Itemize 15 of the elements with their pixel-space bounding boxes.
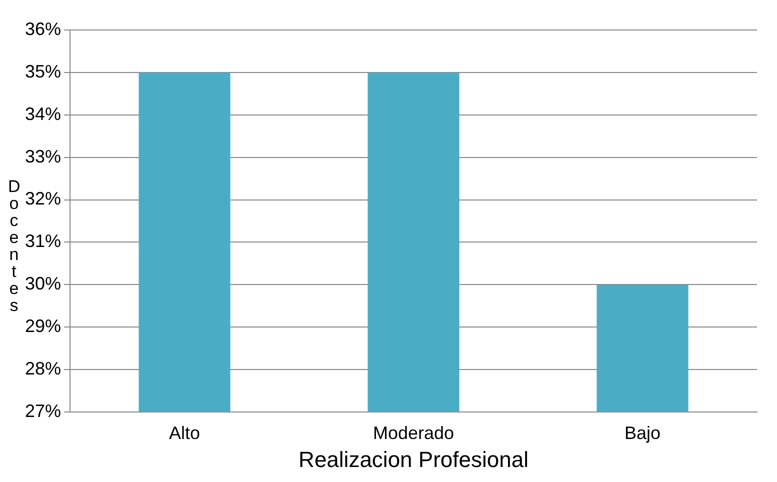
x-tick-label: Alto [169, 422, 200, 443]
x-tick-label: Moderado [372, 422, 454, 443]
x-tick-label: Bajo [624, 422, 661, 443]
y-tick-label: 35% [24, 61, 62, 82]
y-tick-label: 32% [24, 188, 62, 209]
y-tick-label: 30% [24, 274, 62, 294]
y-tick-label: 27% [24, 400, 62, 421]
y-tick-label: 28% [24, 358, 62, 379]
y-tick-label: 34% [24, 104, 62, 124]
y-tick-label: 33% [24, 146, 62, 166]
y-tick-label: 36% [24, 18, 62, 39]
y-tick-label: 29% [24, 316, 62, 336]
x-axis-title: Realizacion Profesional [298, 446, 528, 472]
y-tick-label: 31% [24, 231, 62, 252]
y-axis-title: Docentes [8, 177, 20, 315]
